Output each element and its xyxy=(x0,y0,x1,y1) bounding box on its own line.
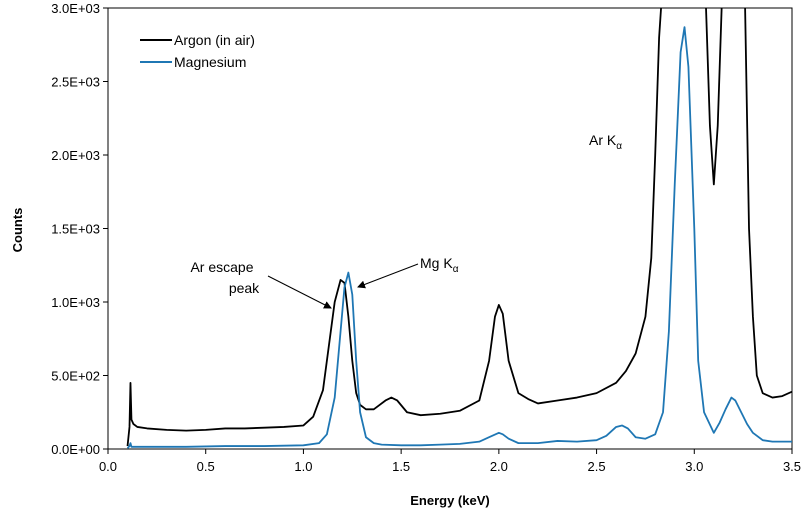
annotation-ar-escape-line1: Ar escape xyxy=(190,259,253,275)
y-tick-label: 0.0E+00 xyxy=(51,442,100,457)
y-tick-label: 1.5E+03 xyxy=(51,222,100,237)
legend-label-argon: Argon (in air) xyxy=(174,32,255,48)
x-tick-label: 2.5 xyxy=(588,459,606,474)
arrow-mg-k-alpha xyxy=(357,263,419,289)
arrow-ar-escape xyxy=(267,275,332,309)
x-axis: 0.0 0.5 1.0 1.5 2.0 2.5 3.0 3.5 xyxy=(99,449,801,474)
annotations: Ar escape peak Mg Kα Ar Kα xyxy=(190,132,622,309)
legend-label-magnesium: Magnesium xyxy=(174,54,246,70)
x-tick-label: 0.5 xyxy=(197,459,215,474)
annotation-mg-k-alpha: Mg Kα xyxy=(420,255,459,275)
y-tick-label: 5.0E+02 xyxy=(51,369,100,384)
annotation-mg-k-text: Mg K xyxy=(420,255,453,271)
y-axis: 0.0E+00 5.0E+02 1.0E+03 1.5E+03 2.0E+03 2.5E+… xyxy=(51,1,108,457)
x-tick-label: 3.0 xyxy=(685,459,703,474)
argon-line-segment-2 xyxy=(705,8,723,186)
annotation-ar-k-alpha: Ar Kα xyxy=(589,132,622,152)
x-tick-label: 1.0 xyxy=(294,459,312,474)
y-tick-label: 2.5E+03 xyxy=(51,75,100,90)
y-tick-label: 3.0E+03 xyxy=(51,1,100,16)
legend: Argon (in air) Magnesium xyxy=(140,32,255,70)
x-tick-label: 2.0 xyxy=(490,459,508,474)
x-tick-label: 1.5 xyxy=(392,459,410,474)
y-tick-label: 1.0E+03 xyxy=(51,295,100,310)
argon-line-segment-3 xyxy=(744,8,792,399)
y-axis-title: Counts xyxy=(10,208,25,253)
x-tick-label: 3.5 xyxy=(783,459,801,474)
argon-line xyxy=(126,8,662,447)
magnesium-line xyxy=(126,26,792,449)
annotation-ar-escape-line2: peak xyxy=(229,280,260,296)
series-layer xyxy=(126,8,792,449)
y-tick-label: 2.0E+03 xyxy=(51,148,100,163)
x-axis-title: Energy (keV) xyxy=(410,493,489,508)
annotation-ar-k-sub: α xyxy=(616,141,622,152)
x-tick-label: 0.0 xyxy=(99,459,117,474)
annotation-ar-k-text: Ar K xyxy=(589,132,617,148)
annotation-mg-k-sub: α xyxy=(453,264,459,275)
